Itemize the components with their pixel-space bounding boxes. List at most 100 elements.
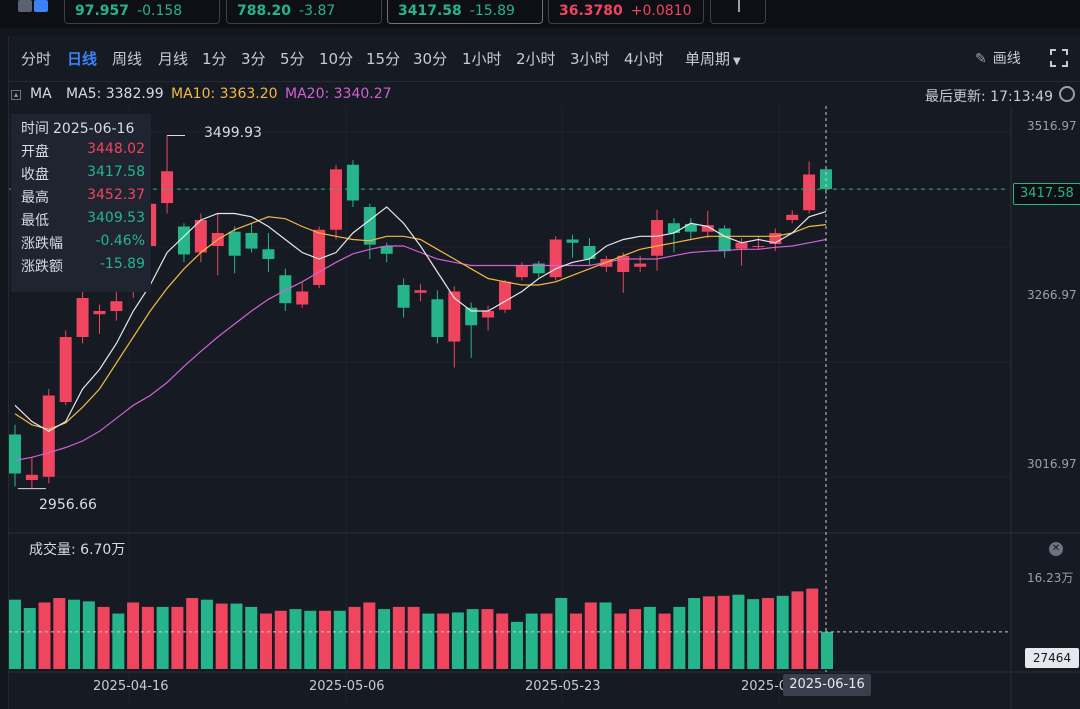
volume-bar [422, 613, 435, 669]
volume-bar [186, 598, 199, 669]
candle-body [330, 169, 343, 230]
app-logo-icon [18, 0, 50, 14]
candle-body [431, 299, 444, 337]
add-quote-button[interactable] [710, 0, 766, 24]
period-tab-active[interactable]: 日线 [67, 50, 98, 68]
volume-bar [53, 598, 66, 669]
info-value: 3409.53 [87, 210, 145, 226]
candle-body [279, 275, 292, 304]
x-axis-tick: 2025-05-06 [309, 679, 385, 694]
period-tab[interactable]: 3分 [241, 50, 266, 68]
quote-card[interactable]: 97.957 -0.158 [64, 0, 220, 24]
volume-bar [732, 594, 745, 669]
candle-body [296, 291, 309, 305]
period-tab[interactable]: 1小时 [462, 50, 502, 68]
period-toolbar: 分时 日线 周线 月线 1分 3分 5分 10分 15分 30分 1小时 2小时… [9, 36, 1080, 82]
ohlc-info-box: 时间 2025-06-16 开盘 3448.02 收盘 3417.58 最高 3452.… [11, 114, 151, 292]
ma20-value: MA20: 3340.27 [285, 86, 392, 102]
period-tab[interactable]: 周线 [112, 50, 143, 68]
quote-price: 788.20 [237, 3, 292, 19]
volume-bar [688, 598, 701, 669]
ma-collapse-icon[interactable]: ▴ [11, 90, 21, 100]
info-label: 开盘 [21, 144, 49, 160]
info-value: -15.89 [99, 256, 145, 272]
candle-body [9, 434, 21, 474]
low-annotation: 2956.66 [39, 497, 97, 513]
period-tab[interactable]: 3小时 [570, 50, 610, 68]
candle-body [634, 263, 647, 267]
candle-body [59, 337, 72, 402]
close-icon[interactable]: ✕ [1049, 542, 1063, 556]
period-tab[interactable]: 15分 [366, 50, 401, 68]
info-label: 收盘 [21, 167, 49, 183]
quote-price: 36.3780 [559, 3, 623, 19]
volume-bar [38, 602, 51, 669]
volume-bar [614, 613, 627, 669]
candle-body [245, 233, 258, 249]
volume-bar [23, 608, 36, 669]
candle-body [566, 239, 579, 243]
volume-bar [437, 613, 450, 669]
candle-body [684, 223, 697, 232]
volume-bar [821, 631, 833, 669]
info-low-row: 最低 3409.53 [21, 210, 145, 230]
info-value: 3417.58 [87, 164, 145, 180]
quote-card[interactable]: 788.20 -3.87 [226, 0, 382, 24]
ma-label[interactable]: MA [30, 86, 52, 102]
candle-body [397, 285, 410, 308]
volume-bar [289, 609, 302, 669]
volume-bar [510, 621, 523, 669]
quote-card-active[interactable]: 3417.58 -15.89 [387, 0, 543, 24]
quote-card[interactable]: 36.3780 +0.0810 [548, 0, 704, 24]
top-quote-strip: 97.957 -0.158 788.20 -3.87 3417.58 -15.89 3… [0, 0, 1080, 28]
candlestick-chart[interactable] [9, 36, 1080, 709]
candle-body [42, 395, 55, 477]
period-tab[interactable]: 30分 [413, 50, 448, 68]
period-tab[interactable]: 2小时 [516, 50, 556, 68]
volume-bar [156, 606, 169, 669]
quote-change: -15.89 [469, 3, 515, 19]
volume-bar [363, 602, 376, 669]
volume-bar [629, 609, 642, 669]
ma20-line [14, 238, 827, 462]
candle-body [346, 164, 359, 201]
candle-body [735, 242, 748, 249]
refresh-icon[interactable] [1059, 86, 1075, 102]
volume-bar [274, 610, 287, 669]
candle-body [532, 263, 545, 274]
period-tab[interactable]: 分时 [21, 50, 52, 68]
info-label: 最高 [21, 190, 49, 206]
volume-bar [141, 606, 154, 669]
ma-indicator-bar: ▴ MA MA5: 3382.99 MA10: 3363.20 MA20: 33… [9, 84, 1080, 106]
volume-bar [717, 595, 730, 669]
period-tab[interactable]: 1分 [202, 50, 227, 68]
period-tab[interactable]: 10分 [319, 50, 354, 68]
volume-bar [348, 606, 361, 669]
fullscreen-icon[interactable] [1050, 49, 1068, 67]
volume-bar [68, 599, 81, 669]
candle-body [583, 246, 596, 259]
candle-body [448, 291, 461, 342]
period-tab[interactable]: 4小时 [624, 50, 664, 68]
volume-bar [555, 598, 568, 669]
volume-bar [392, 606, 405, 669]
volume-bar [304, 610, 317, 669]
candle-body [515, 265, 528, 278]
period-tab[interactable]: 5分 [280, 50, 305, 68]
x-axis-tick: 2025-05-23 [525, 679, 601, 694]
ma5-value: MA5: 3382.99 [66, 86, 164, 102]
volume-bar [806, 588, 819, 669]
candle-body [667, 223, 680, 233]
cursor-date-tag: 2025-06-16 [783, 674, 871, 696]
info-close-row: 收盘 3417.58 [21, 164, 145, 184]
period-tab[interactable]: 月线 [158, 50, 189, 68]
candle-body [76, 298, 89, 337]
draw-line-button[interactable]: ✎ 画线 [975, 48, 1021, 68]
period-select[interactable]: 单周期 ▼ [685, 48, 741, 69]
quote-price: 97.957 [75, 3, 130, 19]
candle-body [161, 171, 174, 204]
volume-bar [673, 606, 686, 669]
candle-body [752, 246, 765, 247]
x-axis-tick: 2025-04-16 [93, 679, 169, 694]
info-label: 时间 [21, 121, 49, 137]
